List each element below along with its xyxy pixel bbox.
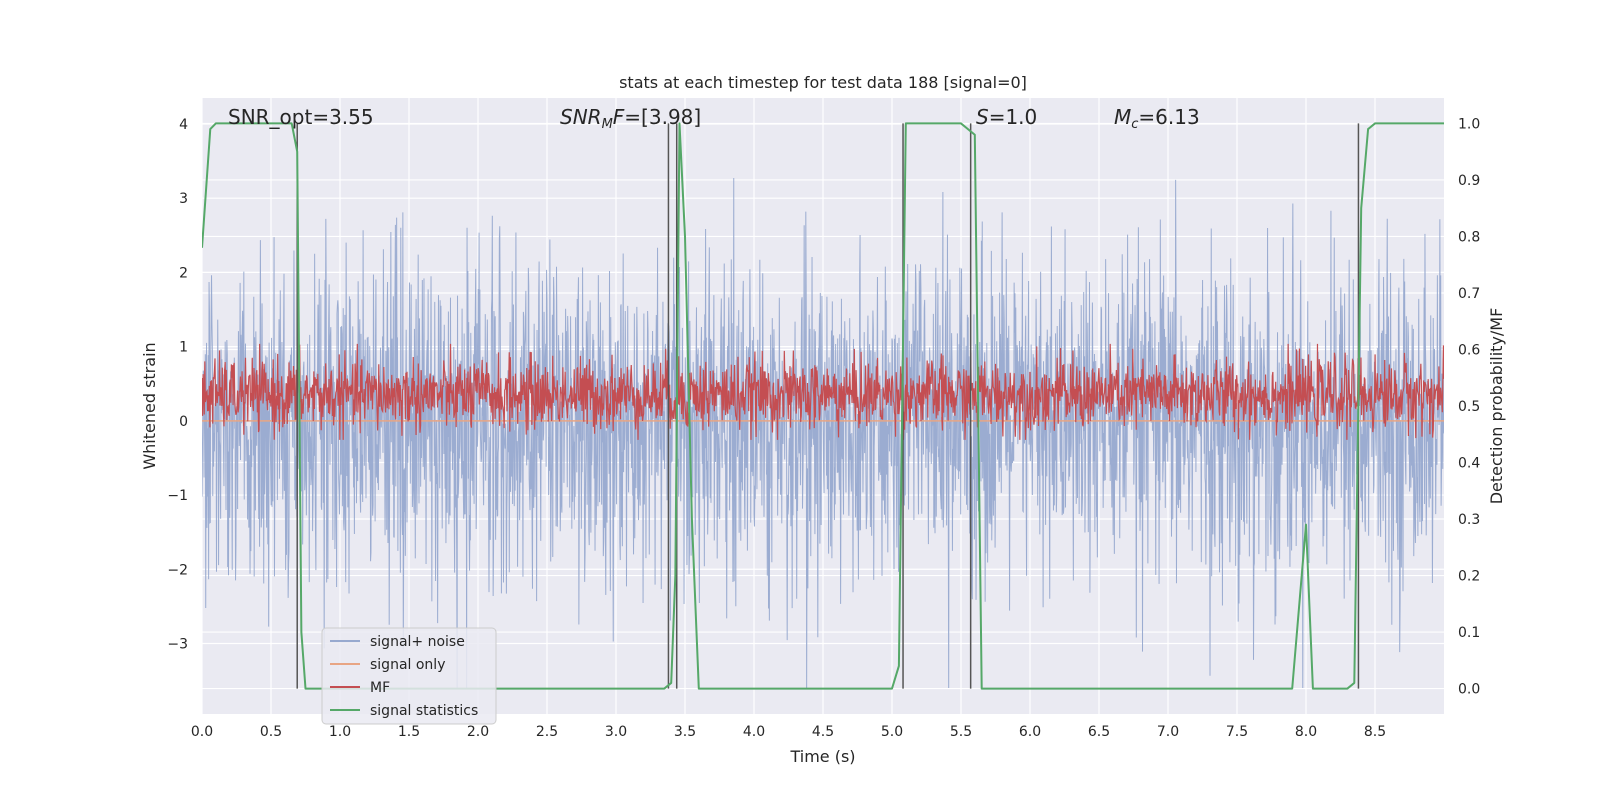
x-tick-label: 2.0 (467, 724, 489, 740)
y-left-tick-label: 2 (179, 265, 188, 281)
signal-noise-line (202, 178, 1444, 689)
x-tick-label: 1.0 (329, 724, 351, 740)
y-right-tick-label: 0.6 (1458, 342, 1480, 358)
x-axis-label: Time (s) (789, 747, 855, 766)
x-tick-label: 1.5 (398, 724, 420, 740)
y-right-tick-label: 0.4 (1458, 456, 1480, 472)
y-left-tick-labels: 4 3 2 1 0 −1 −2 −3 (167, 117, 188, 653)
x-tick-label: 6.0 (1019, 724, 1041, 740)
y-right-tick-label: 0.2 (1458, 569, 1480, 585)
chart-title: stats at each timestep for test data 188… (619, 73, 1027, 92)
legend-label-signal-statistics: signal statistics (370, 703, 478, 719)
legend-label-mf: MF (370, 680, 390, 696)
y-right-axis-label: Detection probability/MF (1487, 308, 1506, 505)
y-right-tick-label: 0.0 (1458, 682, 1480, 698)
x-tick-label: 4.0 (743, 724, 765, 740)
y-left-tick-label: −3 (167, 636, 188, 652)
y-right-tick-label: 0.5 (1458, 399, 1480, 415)
y-left-tick-label: 0 (179, 414, 188, 430)
signal-statistics-line (202, 122, 1444, 690)
x-tick-label: 3.5 (674, 724, 696, 740)
y-left-tick-label: 3 (179, 191, 188, 207)
y-right-tick-label: 0.3 (1458, 512, 1480, 528)
y-left-tick-label: 4 (179, 117, 188, 133)
x-tick-label: 4.5 (812, 724, 834, 740)
y-left-axis-label: Whitened strain (140, 342, 159, 469)
x-tick-label: 8.0 (1295, 724, 1317, 740)
y-left-tick-label: −1 (167, 488, 188, 504)
annotation-snr-mf: SNRMF=[3.98] (560, 105, 701, 132)
x-tick-label: 5.5 (950, 724, 972, 740)
x-tick-label: 8.5 (1364, 724, 1386, 740)
y-right-tick-label: 0.7 (1458, 286, 1480, 302)
x-tick-label: 3.0 (605, 724, 627, 740)
y-right-tick-label: 1.0 (1458, 116, 1480, 132)
x-tick-label: 0.5 (260, 724, 282, 740)
x-tick-label: 5.0 (881, 724, 903, 740)
x-tick-label: 0.0 (191, 724, 213, 740)
y-left-tick-label: −2 (167, 562, 188, 578)
y-right-tick-labels: 1.0 0.9 0.8 0.7 0.6 0.5 0.4 0.3 0.2 0.1 0.0 (1458, 116, 1480, 697)
y-right-tick-label: 0.1 (1458, 625, 1480, 641)
x-tick-label: 2.5 (536, 724, 558, 740)
signal-noise-series (202, 178, 1444, 689)
y-right-tick-label: 0.8 (1458, 229, 1480, 245)
x-tick-label: 7.0 (1157, 724, 1179, 740)
annotation-mc: Mc=6.13 (1114, 105, 1200, 132)
y-right-tick-label: 0.9 (1458, 173, 1480, 189)
x-tick-labels: 0.0 0.5 1.0 1.5 2.0 2.5 3.0 3.5 4.0 4.5 5.0 5.5 6.0 6… (191, 724, 1386, 740)
legend-label-signal-noise: signal+ noise (370, 634, 465, 650)
mf-series (202, 343, 1444, 440)
annotation-snr-opt: SNR_opt=3.55 (228, 105, 374, 129)
legend-box (321, 627, 497, 725)
legend-label-signal-only: signal only (370, 657, 445, 673)
signal-statistics-series (202, 122, 1444, 690)
x-tick-label: 7.5 (1226, 724, 1248, 740)
legend: signal+ noise signal only MF signal stat… (321, 627, 497, 725)
x-tick-label: 6.5 (1088, 724, 1110, 740)
mf-line (202, 343, 1444, 440)
y-left-tick-label: 1 (179, 340, 188, 356)
annotation-s: S=1.0 (976, 105, 1037, 129)
